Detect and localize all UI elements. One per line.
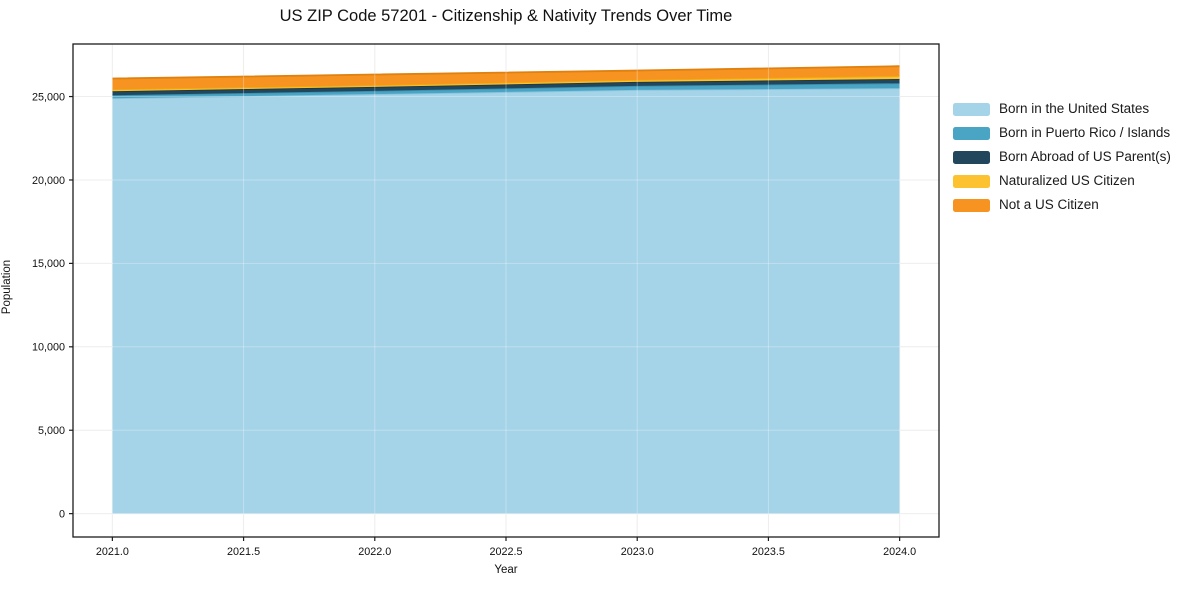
legend-item-naturalized-us-citizen: Naturalized US Citizen xyxy=(953,174,1171,188)
x-tick-label: 2022.0 xyxy=(358,546,391,558)
legend-label: Born Abroad of US Parent(s) xyxy=(999,149,1171,164)
chart-title: US ZIP Code 57201 - Citizenship & Nativi… xyxy=(279,7,733,25)
legend-label: Born in the United States xyxy=(999,101,1150,116)
y-tick-label: 25,000 xyxy=(32,91,65,103)
legend-label: Born in Puerto Rico / Islands xyxy=(999,125,1171,140)
legend-swatch-icon xyxy=(953,150,990,164)
x-tick-label: 2023.0 xyxy=(621,546,654,558)
legend-swatch-icon xyxy=(953,126,990,140)
legend-item-born-in-puerto-rico-islands: Born in Puerto Rico / Islands xyxy=(953,126,1171,140)
area-edge-not-a-us-citizen xyxy=(112,65,900,80)
x-tick-label: 2022.5 xyxy=(489,546,522,558)
y-tick-label: 0 xyxy=(59,508,65,520)
legend-swatch-icon xyxy=(953,102,990,116)
y-tick-label: 10,000 xyxy=(32,342,65,354)
legend-swatch-icon xyxy=(953,198,990,212)
legend-label: Not a US Citizen xyxy=(999,197,1099,212)
x-tick-label: 2021.5 xyxy=(227,546,260,558)
legend-item-born-abroad-of-us-parent-s: Born Abroad of US Parent(s) xyxy=(953,150,1171,164)
area-born-in-puerto-rico-islands xyxy=(112,83,900,99)
area-naturalized-us-citizen xyxy=(112,76,900,92)
legend-label: Naturalized US Citizen xyxy=(999,173,1135,188)
chart-legend: Born in the United States Born in Puerto … xyxy=(953,102,1171,212)
x-axis-label: Year xyxy=(494,564,518,576)
x-tick-label: 2023.5 xyxy=(752,546,785,558)
legend-item-not-a-us-citizen: Not a US Citizen xyxy=(953,198,1171,212)
y-tick-label: 5,000 xyxy=(38,425,65,437)
x-tick-label: 2024.0 xyxy=(883,546,916,558)
area-born-abroad-of-us-parent-s xyxy=(112,79,900,96)
y-tick-label: 20,000 xyxy=(32,175,65,187)
y-tick-label: 15,000 xyxy=(32,258,65,270)
area-born-in-the-united-states xyxy=(112,88,900,514)
area-not-a-us-citizen xyxy=(112,66,900,90)
legend-swatch-icon xyxy=(953,174,990,188)
x-tick-label: 2021.0 xyxy=(96,546,129,558)
legend-item-born-in-the-united-states: Born in the United States xyxy=(953,102,1171,116)
